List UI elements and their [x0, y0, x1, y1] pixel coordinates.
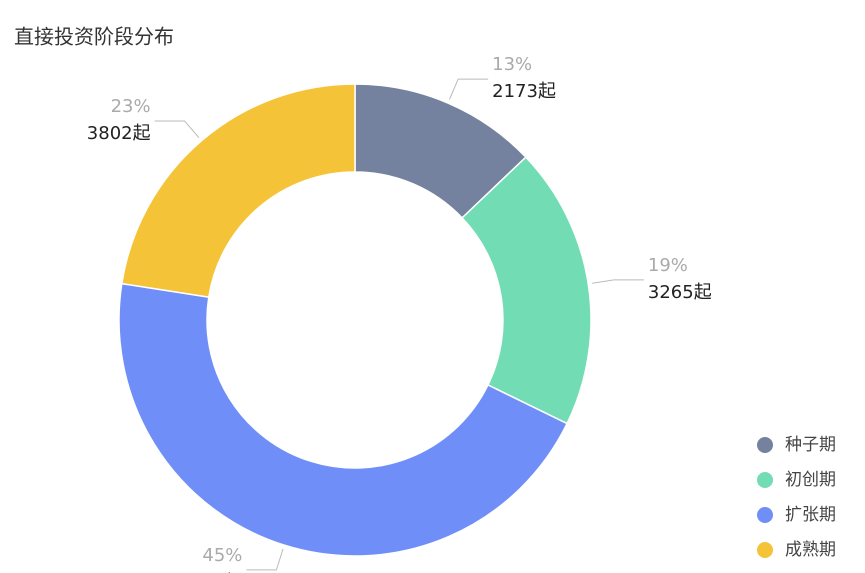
- legend-marker: [757, 542, 773, 558]
- data-label: 7631起: [179, 572, 243, 573]
- legend-marker: [757, 507, 773, 523]
- chart-title: 直接投资阶段分布: [14, 25, 174, 49]
- data-label: 2173起: [492, 81, 556, 102]
- data-label: 3265起: [648, 282, 712, 303]
- data-label: 3802起: [87, 123, 151, 144]
- legend-marker: [757, 437, 773, 453]
- leader-line: [592, 279, 644, 284]
- leader-line: [449, 78, 489, 100]
- percent-label: 23%: [111, 96, 151, 117]
- leader-line: [154, 120, 200, 139]
- donut-slice: [118, 282, 569, 557]
- percent-label: 45%: [202, 545, 242, 566]
- legend-marker: [757, 472, 773, 488]
- percent-label: 19%: [648, 255, 688, 276]
- legend-label: 成熟期: [785, 539, 836, 560]
- donut-slice: [120, 83, 356, 299]
- donut-slice: [461, 156, 592, 425]
- leader-line: [246, 548, 284, 571]
- legend-label: 初创期: [785, 470, 836, 490]
- percent-label: 13%: [492, 54, 532, 75]
- legend-label: 扩张期: [785, 505, 836, 525]
- legend-label: 种子期: [785, 435, 836, 455]
